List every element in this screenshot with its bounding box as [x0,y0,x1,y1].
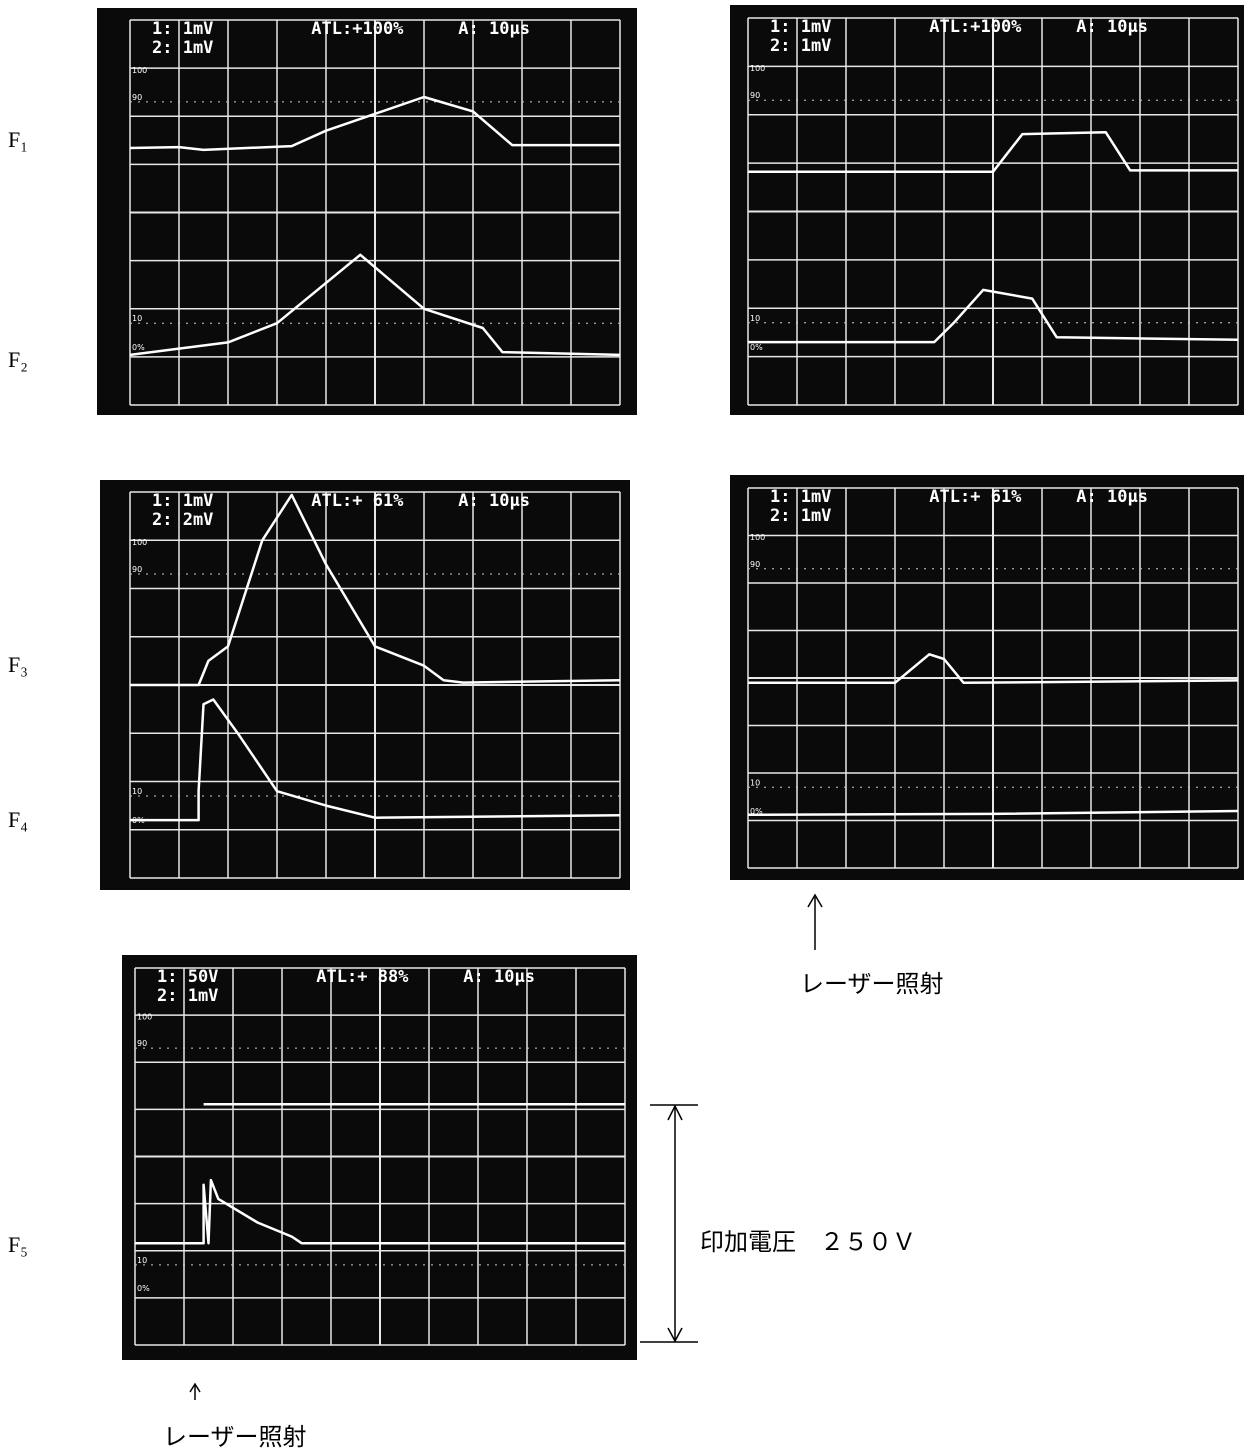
scale-mark: 100 [750,64,765,73]
scale-mark: 100 [137,1013,152,1022]
scale-mark: 10 [750,314,760,323]
trace-label: F₃ [8,652,28,677]
scale-mark: 10 [137,1256,147,1265]
scale-mark: 10 [132,314,142,323]
attenuation: ATL:+100% [311,19,404,39]
channel-2: 2: 2mV [152,510,213,530]
annotation: 印加電圧 ２５０Ｖ [700,1228,916,1256]
channel-2: 2: 1mV [770,36,831,56]
timebase: A: 10μs [463,967,535,987]
trace-label: F₅ [8,1232,28,1257]
scale-mark: 0% [750,343,763,352]
attenuation: ATL:+ 61% [311,491,404,511]
scale-mark: 0% [132,343,145,352]
timebase: A: 10μs [1076,17,1148,37]
timebase: A: 10μs [458,491,530,511]
trace-label: F₄ [8,807,28,832]
scale-mark: 0% [137,1284,150,1293]
scale-mark: 10 [132,787,142,796]
scale-mark: 0% [750,807,763,816]
trace-label: F₂ [8,347,28,372]
channel-1: 1: 1mV [152,491,213,511]
channel-1: 1: 1mV [770,487,831,507]
trace-label: F₁ [8,127,28,152]
scale-mark: 100 [132,66,147,75]
channel-1: 1: 1mV [770,17,831,37]
attenuation: ATL:+ 61% [929,487,1022,507]
scale-mark: 90 [137,1039,147,1048]
scale-mark: 10 [750,778,760,787]
attenuation: ATL:+100% [929,17,1022,37]
scale-mark: 100 [132,538,147,547]
page: F₁ F₂ F₃ F₄ F₅ レーザー照射 レーザー照射 印加電圧 ２５０Ｖ 1… [0,0,1244,1453]
timebase: A: 10μs [458,19,530,39]
channel-1: 1: 50V [157,967,218,987]
scale-mark: 0% [132,816,145,825]
channel-2: 2: 1mV [770,506,831,526]
timebase: A: 10μs [1076,487,1148,507]
scale-mark: 100 [750,533,765,542]
scale-mark: 90 [132,93,142,102]
scale-mark: 90 [750,560,760,569]
channel-1: 1: 1mV [152,19,213,39]
annotation: レーザー照射 [163,1423,307,1451]
attenuation: ATL:+ 88% [316,967,409,987]
scale-mark: 90 [132,565,142,574]
annotation: レーザー照射 [800,970,944,998]
channel-2: 2: 1mV [157,986,218,1006]
channel-2: 2: 1mV [152,38,213,58]
scale-mark: 90 [750,91,760,100]
